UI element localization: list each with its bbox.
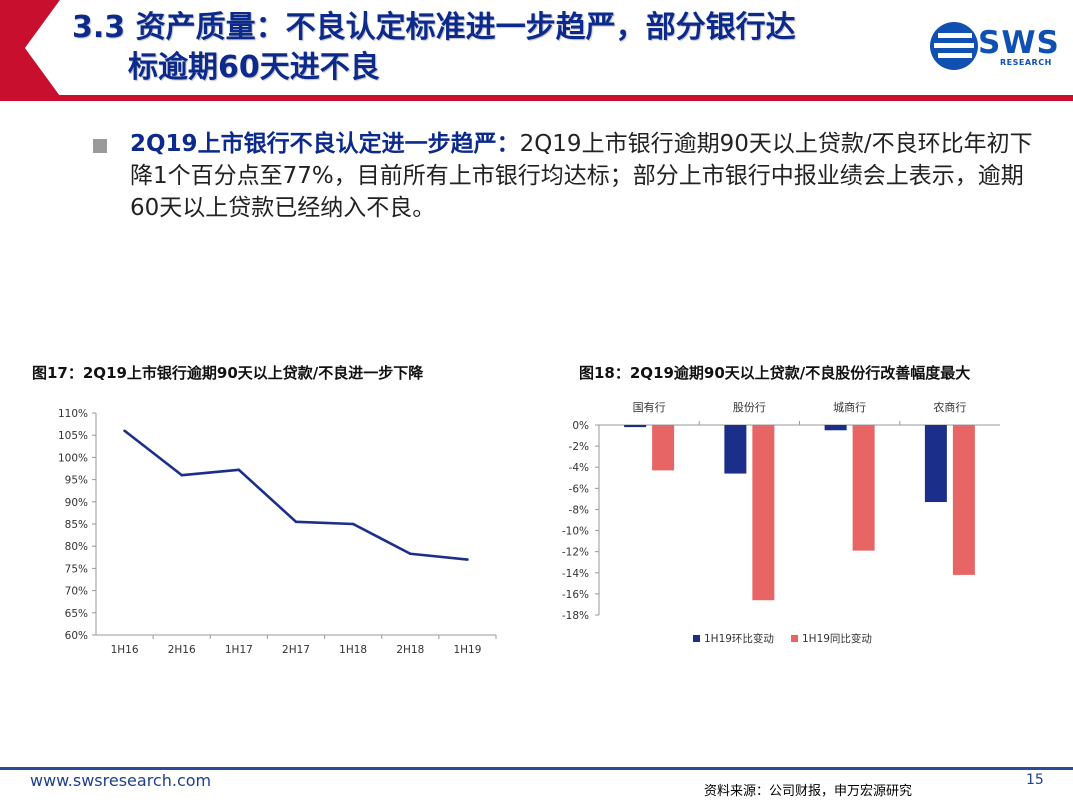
chart18-bar bbox=[852, 425, 875, 551]
chart17-point bbox=[180, 473, 184, 477]
chart17-point bbox=[351, 522, 355, 526]
chart18-y-tick-label: -16% bbox=[562, 589, 589, 601]
chart17-x-tick-label: 1H19 bbox=[453, 644, 481, 656]
sws-logo-icon bbox=[930, 22, 978, 70]
chart18-legend-swatch bbox=[693, 635, 700, 642]
chart18-category-label: 农商行 bbox=[933, 400, 966, 414]
footer-divider bbox=[0, 767, 1073, 770]
fig18-title: 图18：2Q19逾期90天以上贷款/不良股份行改善幅度最大 bbox=[579, 364, 971, 382]
chart17-y-tick-label: 110% bbox=[58, 408, 88, 420]
chart18-bar bbox=[752, 425, 775, 601]
chart18-y-tick-label: -14% bbox=[562, 568, 589, 580]
bullet-lead: 2Q19上市银行不良认定进一步趋严： bbox=[130, 131, 520, 157]
chart17-x-tick-label: 1H16 bbox=[111, 644, 139, 656]
chart17-point bbox=[408, 552, 412, 556]
chart17-point bbox=[123, 429, 126, 433]
chart18-y-tick-label: -10% bbox=[562, 526, 589, 538]
chart18-legend-label: 1H19环比变动 bbox=[704, 632, 774, 645]
chart18-y-tick-label: 0% bbox=[572, 420, 589, 432]
logo-subtext: RESEARCH bbox=[1000, 58, 1052, 67]
chart18-y-tick-label: -18% bbox=[562, 610, 589, 622]
chart17-x-tick-label: 2H18 bbox=[396, 644, 424, 656]
chart17-y-tick-label: 65% bbox=[65, 608, 88, 620]
chart17-x-tick-label: 2H16 bbox=[168, 644, 196, 656]
chart18-category-label: 股份行 bbox=[733, 401, 766, 414]
chart18-y-tick-label: -4% bbox=[569, 462, 589, 474]
chart17-point bbox=[237, 468, 241, 472]
chart17-line: 60% 65% 70% 75% 80% 85% 90% 95% 100% 105% 110% 1H16… bbox=[58, 408, 497, 656]
bullet-square-icon bbox=[93, 139, 107, 153]
chart18-bar bbox=[624, 425, 647, 428]
page-title-line1: 3.3 资产质量：不良认定标准进一步趋严，部分银行达 bbox=[72, 10, 796, 45]
chart17-y-tick-label: 90% bbox=[65, 497, 88, 509]
chart18-category-label: 城商行 bbox=[833, 400, 866, 414]
chart17-x-tick-label: 1H18 bbox=[339, 644, 367, 656]
bullet-body: 2Q19上市银行逾期90天以上贷款/不良环比年初下降1个百分点至77%，目前所有… bbox=[130, 131, 1033, 221]
chart18-bar: 0% -2% -4% -6% -8% -10% -12% -14% -16% -18% 国有行 股份行… bbox=[562, 400, 1000, 645]
page-number: 15 bbox=[1026, 772, 1044, 788]
chart18-category-label: 国有行 bbox=[633, 400, 666, 414]
chart18-y-tick-label: -8% bbox=[569, 504, 589, 516]
chart17-y-tick-label: 105% bbox=[58, 430, 88, 442]
chart18-y-tick-label: -12% bbox=[562, 547, 589, 559]
chart17-y-tick-label: 70% bbox=[65, 586, 88, 598]
chart18-y-tick-label: -6% bbox=[569, 483, 589, 495]
chart17-point bbox=[466, 558, 469, 561]
chart17-x-tick-label: 2H17 bbox=[282, 644, 310, 656]
chart18-bar bbox=[824, 425, 847, 431]
chart17-point bbox=[294, 520, 298, 524]
chart18-bar bbox=[724, 425, 747, 474]
bullet-paragraph: 2Q19上市银行不良认定进一步趋严：2Q19上市银行逾期90天以上贷款/不良环比… bbox=[130, 128, 1040, 224]
chart17-y-tick-label: 60% bbox=[65, 630, 88, 642]
page-title-line2: 标逾期60天进不良 bbox=[128, 50, 380, 85]
chart18-y-tick-label: -2% bbox=[569, 441, 589, 453]
page-title: 3.3 资产质量：不良认定标准进一步趋严，部分银行达 标逾期60天进不良 bbox=[72, 8, 952, 88]
footer-url-link[interactable]: www.swsresearch.com bbox=[30, 771, 212, 790]
chart17-y-tick-label: 100% bbox=[58, 452, 88, 464]
chart17-y-tick-label: 95% bbox=[65, 475, 88, 487]
header-band bbox=[0, 0, 1073, 101]
header-underline bbox=[0, 95, 1073, 101]
header-accent-bar bbox=[0, 0, 60, 96]
chart17-y-tick-label: 75% bbox=[65, 563, 88, 575]
source-note: 资料来源：公司财报，申万宏源研究 bbox=[704, 784, 913, 799]
logo-wordmark: SWS bbox=[978, 25, 1060, 61]
chart17-x-tick-label: 1H17 bbox=[225, 644, 253, 656]
chart17-y-tick-label: 85% bbox=[65, 519, 88, 531]
chart18-bar bbox=[924, 425, 947, 503]
chart18-legend-label: 1H19同比变动 bbox=[802, 632, 872, 645]
chart18-bar bbox=[652, 425, 675, 471]
chart18-legend-swatch bbox=[791, 635, 798, 642]
chart17-y-tick-label: 80% bbox=[65, 541, 88, 553]
fig17-title: 图17：2Q19上市银行逾期90天以上贷款/不良进一步下降 bbox=[32, 364, 424, 382]
chart18-bar bbox=[952, 425, 975, 575]
chart17-series-line bbox=[123, 429, 468, 561]
